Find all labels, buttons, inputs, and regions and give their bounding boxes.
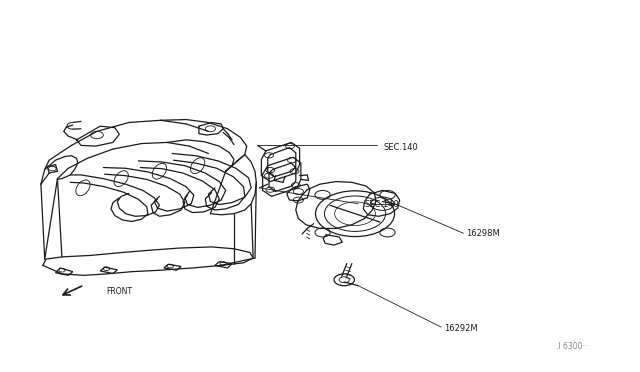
Text: .l 6300··: .l 6300·· xyxy=(556,342,587,351)
Text: FRONT: FRONT xyxy=(106,287,132,296)
Text: SEC.140: SEC.140 xyxy=(365,200,399,209)
Text: 16298M: 16298M xyxy=(467,230,500,238)
Text: SEC.140: SEC.140 xyxy=(384,143,419,152)
Text: 16292M: 16292M xyxy=(444,324,478,333)
